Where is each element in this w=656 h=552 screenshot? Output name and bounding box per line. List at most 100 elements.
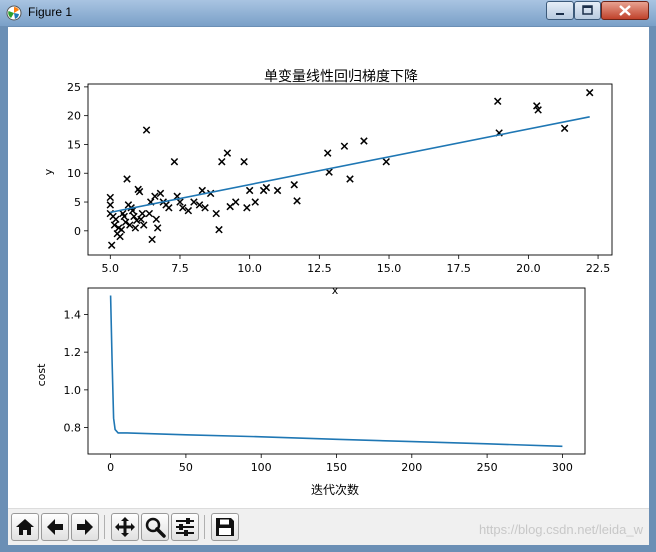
scatter-point [290, 181, 298, 189]
x-axis-label: x [332, 284, 339, 297]
y-tick-label: 10 [67, 167, 81, 180]
figure-canvas[interactable]: 单变量线性回归梯度下降 x y 5.0 7.5 10.0 12.5 15.0 17.5 20… [8, 27, 649, 508]
back-button[interactable] [41, 513, 69, 541]
scatter-point [262, 183, 271, 192]
y-tick-label: 0.8 [64, 422, 82, 435]
scatter-point [133, 216, 141, 225]
scatter-point [131, 224, 140, 232]
scatter-point [140, 221, 148, 229]
zoom-button[interactable] [141, 513, 169, 541]
x-tick-label: 7.5 [171, 262, 189, 275]
forward-button[interactable] [71, 513, 99, 541]
scatter-point [184, 206, 193, 215]
csdn-watermark: https://blog.csdn.net/leida_w [478, 522, 643, 537]
scatter-point [293, 197, 301, 205]
save-button[interactable] [211, 513, 239, 541]
x-tick-label: 50 [179, 461, 193, 474]
scatter-point [273, 186, 282, 195]
home-button[interactable] [11, 513, 39, 541]
title-bar[interactable]: Figure 1 [0, 0, 656, 26]
scatter-point [152, 215, 161, 224]
sliders-icon [176, 518, 194, 536]
scatter-point [201, 204, 209, 212]
scatter-point [223, 149, 232, 157]
scatter-point [106, 193, 115, 202]
scatter-point [130, 212, 138, 221]
y-axis-label: cost [35, 363, 48, 387]
arrow-right-icon [77, 519, 93, 535]
scatter-point [120, 212, 128, 221]
toolbar-separator [204, 515, 205, 539]
regression-line [110, 116, 590, 214]
x-tick-label: 250 [477, 461, 498, 474]
scatter-point [231, 198, 240, 206]
scatter-point [198, 186, 207, 195]
scatter-point [148, 235, 156, 244]
maximize-button[interactable] [574, 1, 601, 20]
scatter-point [243, 204, 251, 212]
scatter-point [123, 175, 131, 183]
scatter-point [156, 189, 165, 198]
scatter-point [190, 198, 198, 206]
close-button[interactable] [601, 1, 649, 20]
home-icon [16, 519, 34, 535]
pan-button[interactable] [111, 513, 139, 541]
scatter-point [153, 224, 162, 232]
x-tick-label: 300 [552, 461, 573, 474]
scatter-point [323, 149, 332, 157]
scatter-point [106, 201, 115, 209]
x-tick-label: 22.5 [586, 262, 611, 275]
matplotlib-logo-icon [6, 5, 22, 21]
scatter-point [245, 186, 254, 195]
scatter-point [534, 106, 542, 114]
figure-client-area: 单变量线性回归梯度下降 x y 5.0 7.5 10.0 12.5 15.0 17.5 20… [8, 27, 649, 545]
configure-subplots-button[interactable] [171, 513, 199, 541]
scatter-point [195, 201, 204, 209]
scatter-point [138, 209, 147, 218]
axes-frame [87, 83, 613, 256]
scatter-point [215, 225, 223, 234]
scatter-point [110, 221, 119, 229]
x-tick-label: 0 [107, 461, 114, 474]
scatter-point [145, 209, 154, 218]
x-tick-label: 20.0 [516, 262, 541, 275]
scatter-point [179, 204, 187, 212]
scatter-point [212, 209, 220, 218]
scatter-point [142, 126, 151, 134]
minimize-button[interactable] [546, 1, 574, 20]
y-tick-label: 1.0 [64, 384, 82, 397]
scatter-point [560, 124, 569, 133]
scatter-point [346, 175, 354, 183]
scatter-point [165, 204, 173, 212]
y-tick-label: 1.4 [64, 308, 82, 321]
y-tick-label: 5 [74, 196, 81, 209]
x-tick-label: 12.5 [307, 262, 332, 275]
x-tick-label: 10.0 [237, 262, 262, 275]
x-tick-label: 200 [401, 461, 422, 474]
x-tick-label: 150 [326, 461, 347, 474]
navigation-toolbar: https://blog.csdn.net/leida_w [8, 508, 649, 545]
scatter-point [137, 215, 145, 224]
scatter-point [135, 187, 144, 196]
x-tick-label: 5.0 [102, 262, 120, 275]
move-icon [115, 517, 135, 537]
y-tick-label: 1.2 [64, 346, 82, 359]
scatter-point [240, 157, 248, 166]
cost-line [109, 295, 563, 448]
scatter-point [116, 232, 124, 241]
x-tick-label: 17.5 [446, 262, 471, 275]
window-title: Figure 1 [28, 5, 73, 19]
scatter-point [121, 218, 130, 226]
y-axis-label: y [42, 168, 55, 175]
scatter-point [218, 157, 226, 166]
y-tick-label: 25 [67, 81, 81, 94]
scatter-point [170, 157, 179, 166]
minimize-icon [556, 13, 564, 15]
scatter-point [360, 137, 368, 145]
axes-frame [87, 287, 586, 455]
scatter-point [112, 215, 120, 224]
axes-title: 单变量线性回归梯度下降 [264, 68, 418, 85]
arrow-left-icon [47, 519, 63, 535]
y-tick-label: 0 [74, 225, 81, 238]
